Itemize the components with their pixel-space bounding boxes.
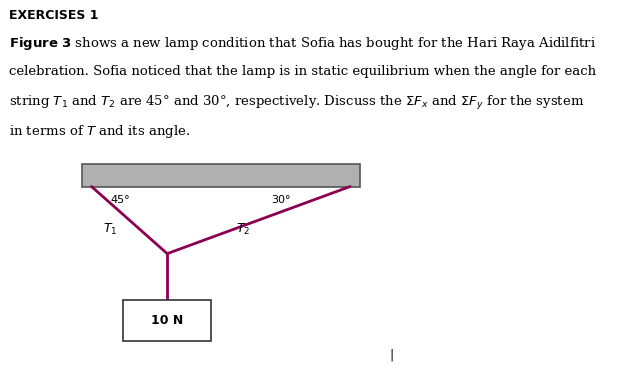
Bar [82,164,360,186]
Text: celebration. Sofia noticed that the lamp is in static equilibrium when the angle: celebration. Sofia noticed that the lamp… [9,65,596,78]
Text: 30°: 30° [271,195,291,204]
Text: in terms of $T$ and its angle.: in terms of $T$ and its angle. [9,123,191,140]
Text: |: | [389,349,393,362]
Text: EXERCISES 1: EXERCISES 1 [9,9,99,22]
Text: $\mathbf{Figure\ 3}$ shows a new lamp condition that Sofia has bought for the Ha: $\mathbf{Figure\ 3}$ shows a new lamp co… [9,35,596,53]
Text: 45°: 45° [110,195,130,204]
Text: $T_2$: $T_2$ [236,222,250,237]
Text: $T_1$: $T_1$ [103,222,117,237]
Text: 10 N: 10 N [151,314,184,327]
Bar [123,300,211,341]
Text: string $T_1$ and $T_2$ are 45° and 30°, respectively. Discuss the $\Sigma F_x$ a: string $T_1$ and $T_2$ are 45° and 30°, … [9,94,585,112]
